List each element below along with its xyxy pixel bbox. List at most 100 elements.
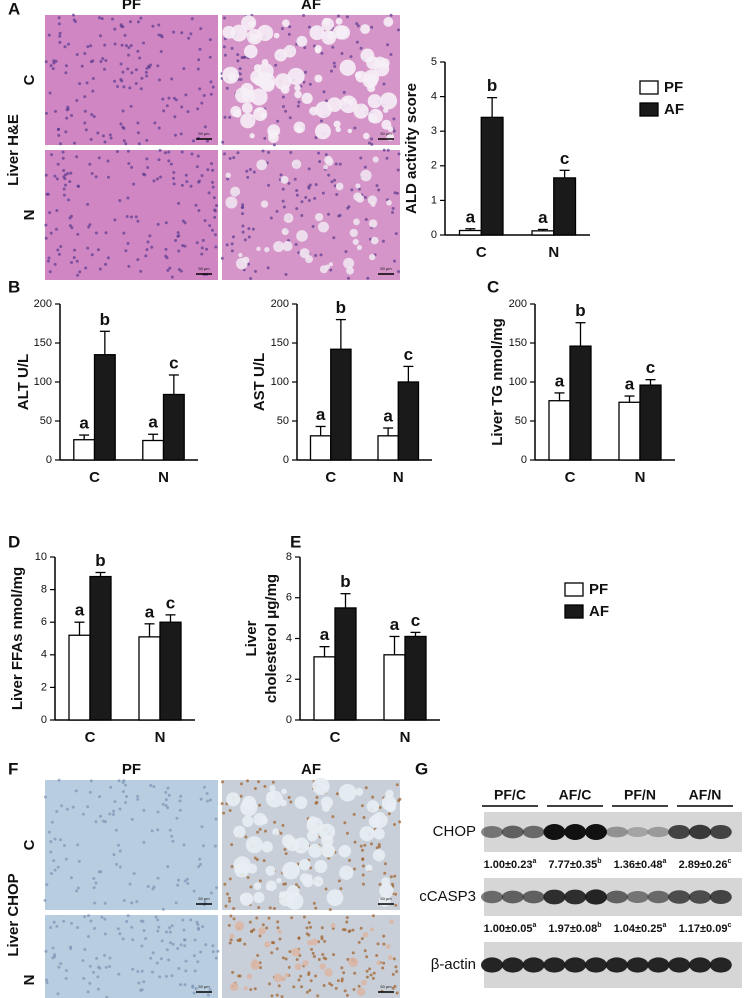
column-label: AF xyxy=(301,0,321,13)
nucleus xyxy=(268,906,272,910)
nucleus xyxy=(331,45,335,49)
vacuole xyxy=(321,30,337,45)
y-tick-label: 150 xyxy=(271,337,289,349)
nucleus xyxy=(212,196,216,200)
nucleus xyxy=(149,956,153,960)
nucleus xyxy=(86,990,90,994)
nucleus xyxy=(57,965,61,969)
nucleus xyxy=(75,53,79,57)
nucleus xyxy=(322,956,326,960)
nucleus xyxy=(204,943,208,947)
nucleus xyxy=(359,926,363,930)
nucleus xyxy=(64,976,68,980)
nucleus xyxy=(222,45,226,49)
vacuole xyxy=(294,796,308,810)
nucleus xyxy=(75,98,79,102)
vacuole xyxy=(273,32,280,39)
nucleus xyxy=(236,53,240,57)
nucleus xyxy=(169,941,173,945)
nucleus xyxy=(46,259,50,263)
nucleus xyxy=(269,216,273,220)
nucleus xyxy=(312,955,316,959)
nucleus xyxy=(195,165,199,169)
y-tick-label: 150 xyxy=(509,337,527,349)
nucleus xyxy=(253,987,257,991)
nucleus xyxy=(382,961,386,965)
nucleus xyxy=(190,17,194,21)
nucleus xyxy=(92,886,96,890)
nucleus xyxy=(229,938,233,942)
nucleus xyxy=(49,850,53,854)
vacuole xyxy=(250,960,260,970)
blot-band xyxy=(668,890,691,904)
y-tick-label: 1 xyxy=(431,194,437,206)
nucleus xyxy=(129,104,133,108)
nucleus xyxy=(155,177,159,181)
nucleus xyxy=(185,877,189,881)
nucleus xyxy=(152,785,156,789)
vacuole xyxy=(249,133,255,139)
nucleus xyxy=(49,926,53,930)
nucleus xyxy=(205,792,209,796)
nucleus xyxy=(179,794,183,798)
nucleus xyxy=(362,815,366,819)
nucleus xyxy=(274,63,278,67)
nucleus xyxy=(294,243,298,247)
vacuole xyxy=(260,112,267,119)
nucleus xyxy=(128,20,132,24)
blot-band xyxy=(689,957,711,973)
vacuole xyxy=(225,196,238,209)
vacuole xyxy=(353,192,363,202)
y-tick-label: 2 xyxy=(431,160,437,172)
nucleus xyxy=(198,47,202,51)
legend-label: AF xyxy=(664,101,684,118)
vacuole xyxy=(240,113,256,129)
nucleus xyxy=(163,151,167,155)
vacuole xyxy=(370,927,375,932)
nucleus xyxy=(78,270,82,274)
nucleus xyxy=(136,20,140,24)
nucleus xyxy=(206,168,210,172)
nucleus xyxy=(243,942,247,946)
nucleus xyxy=(150,970,154,974)
nucleus xyxy=(391,210,395,214)
y-tick-label: 0 xyxy=(46,454,52,466)
nucleus xyxy=(54,227,58,231)
vacuole xyxy=(321,18,334,31)
nucleus xyxy=(56,992,60,996)
nucleus xyxy=(136,794,140,798)
vacuole xyxy=(379,883,394,899)
vacuole xyxy=(355,787,364,796)
nucleus xyxy=(53,868,57,872)
nucleus xyxy=(365,975,369,979)
nucleus xyxy=(162,109,166,113)
vacuole xyxy=(282,240,293,252)
nucleus xyxy=(139,87,143,91)
nucleus xyxy=(56,128,60,132)
nucleus xyxy=(290,916,294,920)
nucleus xyxy=(142,808,146,812)
vacuole xyxy=(243,986,248,991)
nucleus xyxy=(160,35,164,39)
nucleus xyxy=(157,158,161,162)
nucleus xyxy=(253,856,257,860)
nucleus xyxy=(267,916,271,920)
vacuole xyxy=(309,25,325,41)
vacuole xyxy=(308,843,323,858)
nucleus xyxy=(158,975,162,979)
nucleus xyxy=(385,156,389,160)
quant-letter: b xyxy=(597,858,601,865)
nucleus xyxy=(150,829,154,833)
nucleus xyxy=(220,780,224,784)
nucleus xyxy=(92,115,96,119)
nucleus xyxy=(333,65,337,69)
nucleus xyxy=(121,70,125,74)
nucleus xyxy=(104,965,108,969)
nucleus xyxy=(197,208,201,212)
nucleus xyxy=(201,844,205,848)
bar xyxy=(458,229,482,236)
vacuole xyxy=(360,48,375,63)
vacuole xyxy=(233,856,251,874)
vacuole xyxy=(376,960,381,966)
vacuole xyxy=(339,59,356,76)
